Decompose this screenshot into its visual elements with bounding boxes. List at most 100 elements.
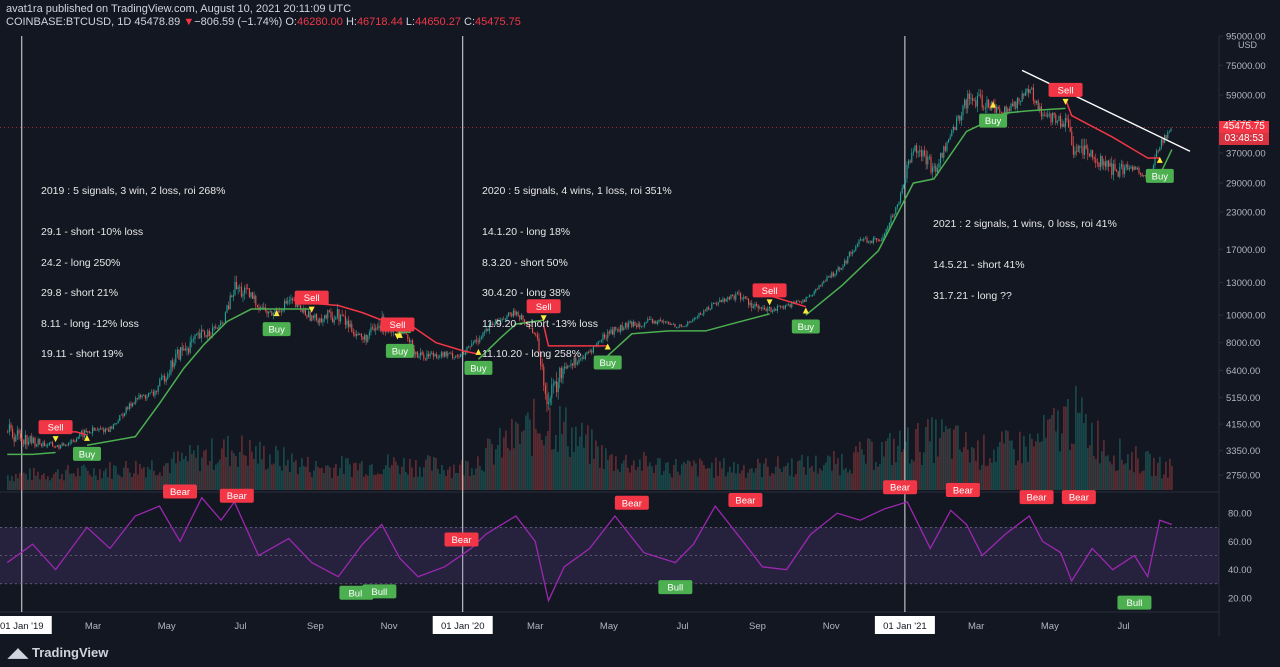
candle-body <box>528 323 530 329</box>
volume-bar <box>1047 419 1049 490</box>
volume-bar <box>741 470 743 490</box>
volume-bar <box>673 464 675 490</box>
annotation-title: 2021 : 2 signals, 1 wins, 0 loss, roi 41… <box>933 218 1117 231</box>
candle-body <box>1004 106 1006 117</box>
candle-body <box>263 307 265 309</box>
candle-body <box>348 320 350 328</box>
sell-signal-label: Bear <box>945 483 980 498</box>
volume-bar <box>491 444 493 490</box>
candle-body <box>663 321 665 323</box>
volume-bar <box>939 438 941 490</box>
candle-body <box>18 430 20 434</box>
candle-body <box>194 334 196 340</box>
candle-body <box>711 303 713 310</box>
volume-bar <box>289 471 291 490</box>
volume-bar <box>429 456 431 490</box>
volume-bar <box>621 463 623 490</box>
candle-body <box>55 446 57 448</box>
candle-body <box>759 307 761 309</box>
volume-bar <box>517 423 519 490</box>
supertrend-down-line <box>769 294 807 308</box>
candle-body <box>367 335 369 342</box>
candle-body <box>407 334 409 339</box>
signal-label-box <box>614 495 649 510</box>
volume-bar <box>709 468 711 490</box>
buy-signal-label: Buy <box>1145 168 1174 183</box>
volume-bar <box>499 427 501 490</box>
volume-bar <box>489 439 491 490</box>
tradingview-brand[interactable]: ◢◣ TradingView <box>8 645 108 661</box>
candle-body <box>151 391 153 393</box>
candle-body <box>1074 151 1076 155</box>
candle-body <box>560 367 562 379</box>
volume-bar <box>867 438 869 490</box>
candle-body <box>420 352 422 356</box>
candle-body <box>836 270 838 275</box>
candle-body <box>282 309 284 312</box>
candle-body <box>656 321 658 324</box>
candle-body <box>469 346 471 348</box>
volume-bar <box>763 463 765 490</box>
signal-label-text: Bear <box>1027 493 1047 504</box>
candle-body <box>578 359 580 364</box>
candle-body <box>984 107 986 109</box>
candle-body <box>925 155 927 165</box>
close-label: C: <box>464 16 476 28</box>
candle-body <box>940 152 942 164</box>
candle-body <box>210 335 212 337</box>
candle-body <box>696 316 698 318</box>
candle-body <box>1010 103 1012 111</box>
candle-body <box>316 314 318 321</box>
candle-body <box>309 311 311 321</box>
signal-label-text: Bear <box>451 535 471 546</box>
candle-body <box>1157 150 1159 152</box>
candle-body <box>503 318 505 320</box>
volume-bar <box>959 449 961 490</box>
candle-body <box>1112 163 1114 176</box>
volume-bar <box>1131 452 1133 490</box>
volume-bar <box>829 456 831 490</box>
candle-body <box>880 240 882 242</box>
candle-body <box>96 429 98 431</box>
candle-body <box>828 276 830 277</box>
volume-bar <box>451 478 453 490</box>
volume-bar <box>667 462 669 490</box>
candle-body <box>226 305 228 313</box>
volume-bar <box>185 456 187 490</box>
annotation-line: 30.4.20 - long 38% <box>482 287 571 300</box>
volume-bar <box>599 467 601 490</box>
candle-body <box>916 145 918 153</box>
volume-bar <box>1059 451 1061 490</box>
volume-bar <box>117 474 119 490</box>
volume-bar <box>181 452 183 490</box>
candle-body <box>44 442 46 446</box>
candle-body <box>655 320 657 324</box>
volume-bar <box>665 462 667 490</box>
volume-bar <box>1013 449 1015 490</box>
bar-countdown: 03:48:53 <box>1219 133 1269 145</box>
candle-body <box>717 302 719 305</box>
candle-body <box>292 298 294 301</box>
volume-bar <box>971 447 973 490</box>
candle-body <box>114 423 116 425</box>
annotation-line: 14.5.21 - short 41% <box>933 259 1025 272</box>
candle-body <box>1160 139 1162 148</box>
candle-body <box>308 311 310 318</box>
candle-body <box>66 445 68 446</box>
candle-body <box>858 240 860 245</box>
candle-body <box>775 309 777 311</box>
candle-body <box>303 309 305 313</box>
candle-body <box>573 357 575 366</box>
symbol-name[interactable]: COINBASE:BTCUSD, 1D <box>6 16 132 28</box>
volume-bar <box>575 426 577 490</box>
candle-body <box>304 309 306 316</box>
candle-body <box>423 354 425 359</box>
volume-bar <box>157 475 159 490</box>
high-label: H: <box>345 16 357 28</box>
buy-signal-label: Buy <box>262 322 291 337</box>
candle-body <box>288 300 290 301</box>
candle-body <box>988 99 990 108</box>
candle-body <box>1119 166 1121 177</box>
volume-bar <box>359 463 361 490</box>
